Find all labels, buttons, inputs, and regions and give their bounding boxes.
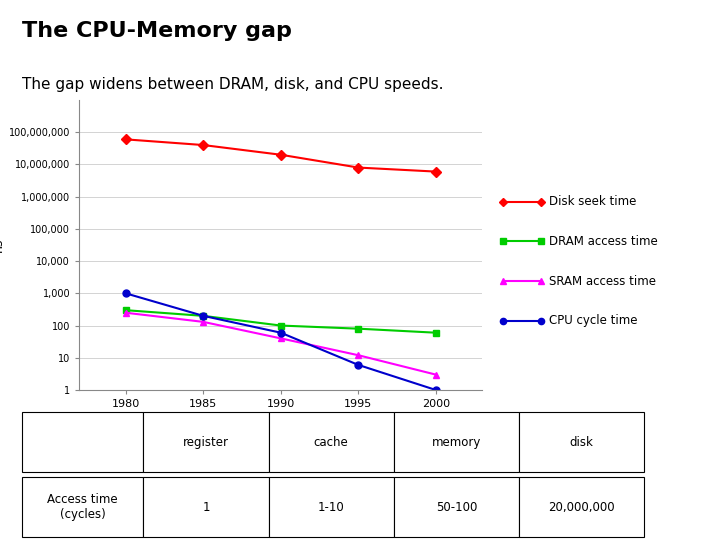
SRAM access time — [122, 309, 130, 316]
Disk seek time — [354, 164, 363, 171]
Line: SRAM access time: SRAM access time — [122, 309, 439, 378]
DRAM access time — [122, 307, 130, 313]
Text: DRAM access time: DRAM access time — [549, 235, 658, 248]
SRAM access time — [276, 335, 285, 342]
SRAM access time — [354, 352, 363, 359]
Text: cache: cache — [314, 436, 348, 449]
Bar — [22, 477, 143, 537]
SRAM access time — [431, 372, 440, 378]
Text: The gap widens between DRAM, disk, and CPU speeds.: The gap widens between DRAM, disk, and C… — [22, 78, 443, 92]
Disk seek time — [122, 136, 130, 143]
CPU cycle time — [431, 387, 440, 393]
Bar — [394, 477, 519, 537]
Line: Disk seek time: Disk seek time — [122, 136, 439, 175]
Text: Disk seek time: Disk seek time — [549, 195, 636, 208]
Line: DRAM access time: DRAM access time — [122, 307, 439, 336]
Disk seek time — [199, 142, 207, 149]
Y-axis label: ns: ns — [0, 238, 4, 252]
Text: 1: 1 — [202, 501, 210, 514]
Bar — [22, 413, 143, 472]
CPU cycle time — [199, 313, 207, 319]
CPU cycle time — [354, 362, 363, 368]
DRAM access time — [276, 322, 285, 329]
Text: register: register — [183, 436, 229, 449]
Bar — [394, 413, 519, 472]
SRAM access time — [199, 319, 207, 325]
Bar — [519, 413, 644, 472]
Bar — [143, 477, 269, 537]
Text: 1-10: 1-10 — [318, 501, 345, 514]
Text: disk: disk — [570, 436, 593, 449]
CPU cycle time — [276, 329, 285, 336]
Text: Access time
(cycles): Access time (cycles) — [48, 494, 118, 521]
Text: SRAM access time: SRAM access time — [549, 275, 656, 288]
Bar — [519, 477, 644, 537]
DRAM access time — [431, 329, 440, 336]
Bar — [269, 413, 394, 472]
DRAM access time — [354, 326, 363, 332]
Text: The CPU-Memory gap: The CPU-Memory gap — [22, 21, 292, 40]
DRAM access time — [199, 313, 207, 319]
X-axis label: year: year — [267, 412, 294, 425]
Text: CPU cycle time: CPU cycle time — [549, 314, 638, 327]
Disk seek time — [431, 168, 440, 175]
Line: CPU cycle time: CPU cycle time — [122, 290, 439, 394]
Text: 50-100: 50-100 — [436, 501, 477, 514]
Text: 20,000,000: 20,000,000 — [549, 501, 615, 514]
Disk seek time — [276, 152, 285, 158]
CPU cycle time — [122, 290, 130, 296]
Text: memory: memory — [432, 436, 481, 449]
Bar — [143, 413, 269, 472]
Bar — [269, 477, 394, 537]
